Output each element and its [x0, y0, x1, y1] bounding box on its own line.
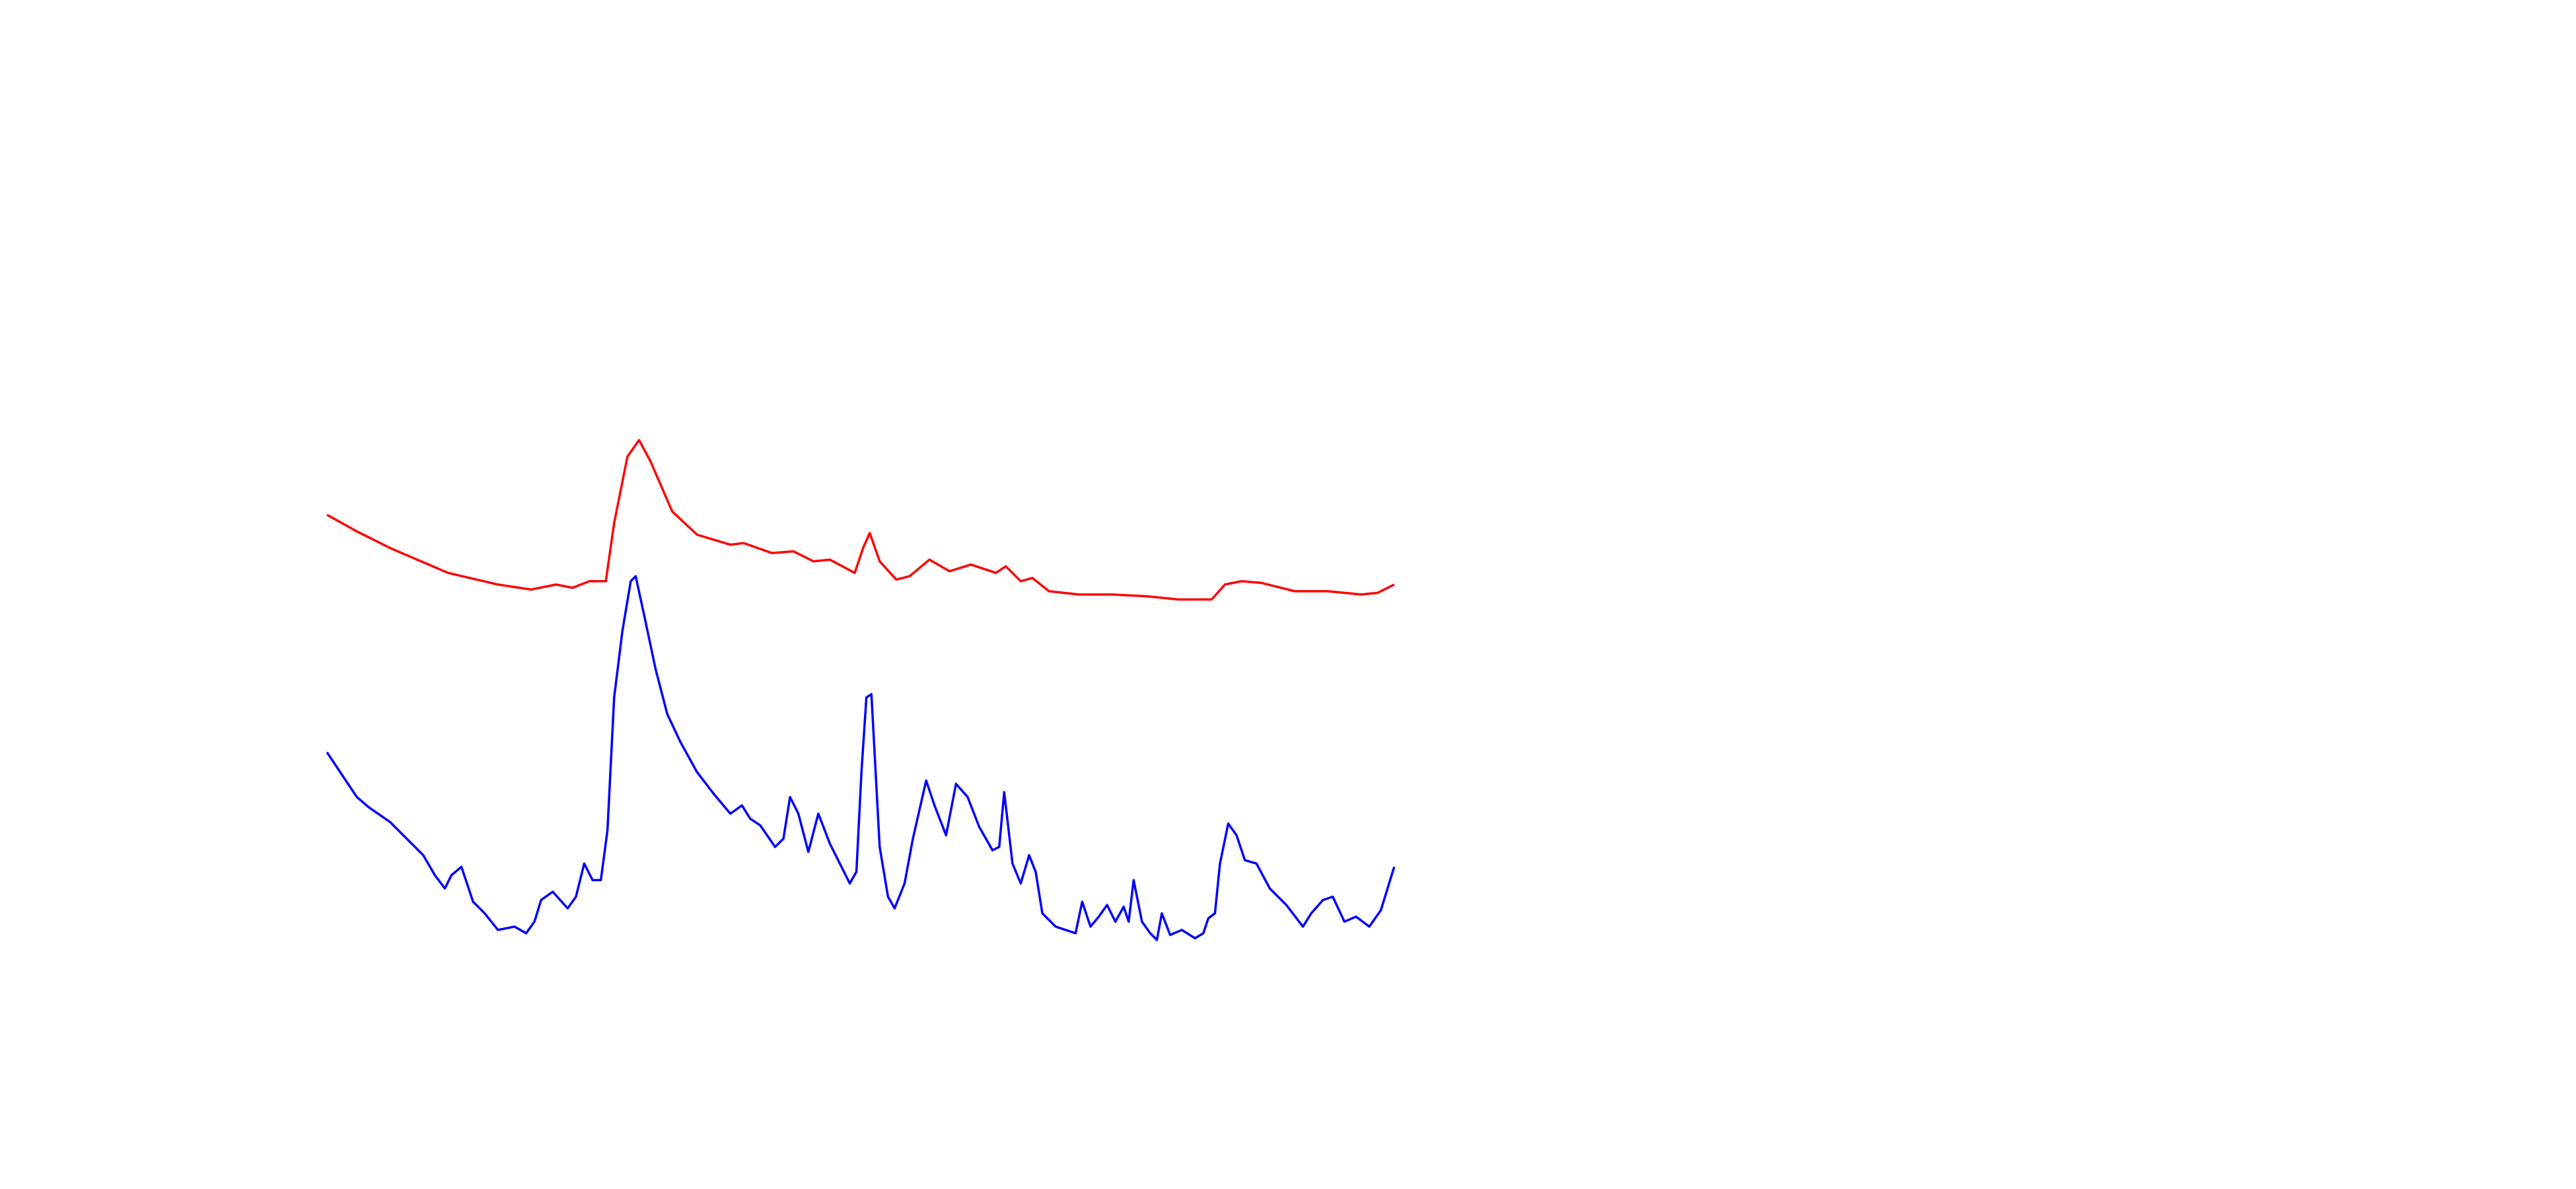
line-series: [326, 575, 1396, 941]
line-series: [326, 439, 1395, 601]
